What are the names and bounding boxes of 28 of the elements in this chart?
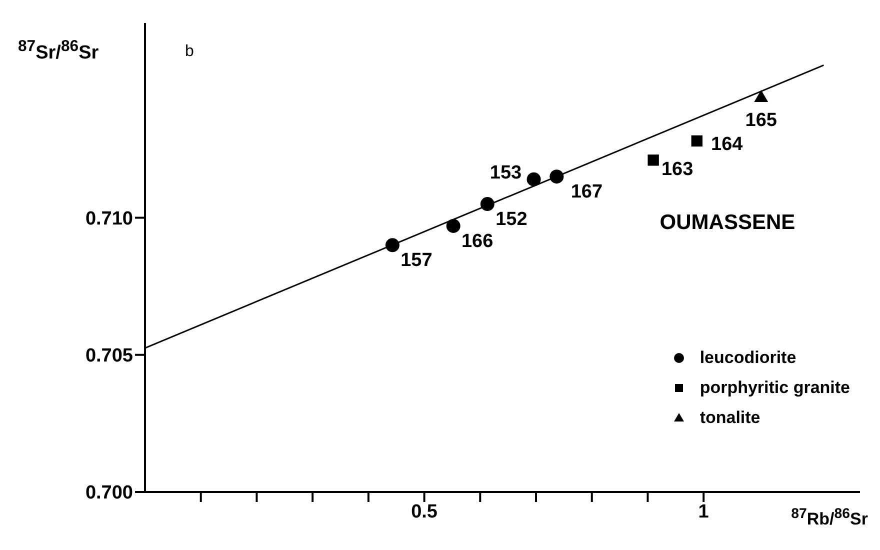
legend-label: tonalite (700, 408, 760, 428)
x-axis-title: $^{87}$Rb/$^{86}$Sr (791, 506, 868, 530)
annotation: OUMASSENE (660, 210, 796, 235)
point (526, 172, 541, 186)
point (648, 154, 659, 166)
annotation: 167 (570, 182, 603, 203)
annotation: 152 (496, 209, 528, 230)
y-tick-label: 0.710 (85, 208, 133, 230)
annotation: b (185, 43, 194, 61)
annotation: 163 (661, 159, 694, 180)
x-tick-label: 1 (698, 501, 710, 522)
point (446, 218, 460, 233)
point (754, 90, 768, 102)
point (691, 135, 702, 147)
x-tick-label: 0.5 (411, 501, 438, 522)
y-tick-label: 0.700 (85, 482, 133, 504)
annotation: 165 (745, 110, 778, 132)
y-tick-label: 0.705 (85, 346, 134, 367)
annotation: 157 (400, 250, 432, 272)
legend-label: porphyritic granite (700, 378, 850, 398)
point (480, 197, 494, 212)
annotation: 153 (490, 162, 522, 184)
point (550, 170, 564, 184)
annotation: 164 (711, 134, 744, 155)
y-axis-title: $^{87}$Sr/$^{86}$Sr (18, 38, 99, 64)
legend-label: leucodiorite (700, 348, 796, 368)
annotation: 166 (461, 230, 494, 252)
point (385, 238, 400, 252)
